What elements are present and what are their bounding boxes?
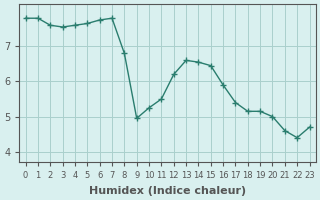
X-axis label: Humidex (Indice chaleur): Humidex (Indice chaleur) (89, 186, 246, 196)
